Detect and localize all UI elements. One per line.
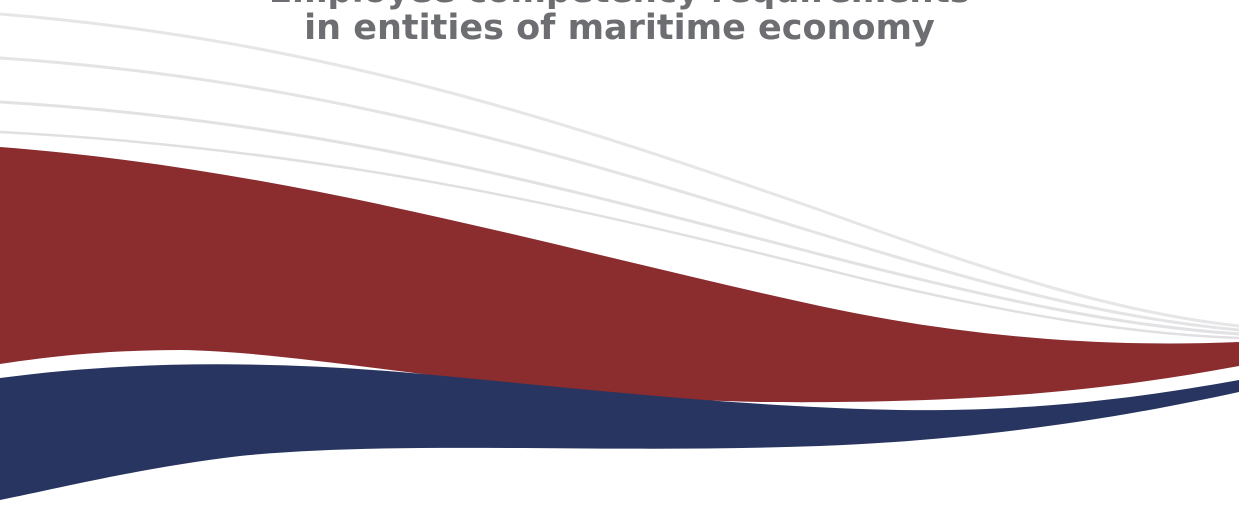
swoosh-line (0, 100, 1239, 336)
navy-band (0, 364, 1239, 500)
swoosh-line (0, 56, 1239, 332)
red-band (0, 147, 1239, 403)
swoosh-line (0, 12, 1239, 328)
swoosh-line (0, 130, 1239, 340)
title-line-2: in entities of maritime economy (304, 8, 935, 48)
title-line-1-cropped: Employee competency requirements (0, 0, 1239, 8)
